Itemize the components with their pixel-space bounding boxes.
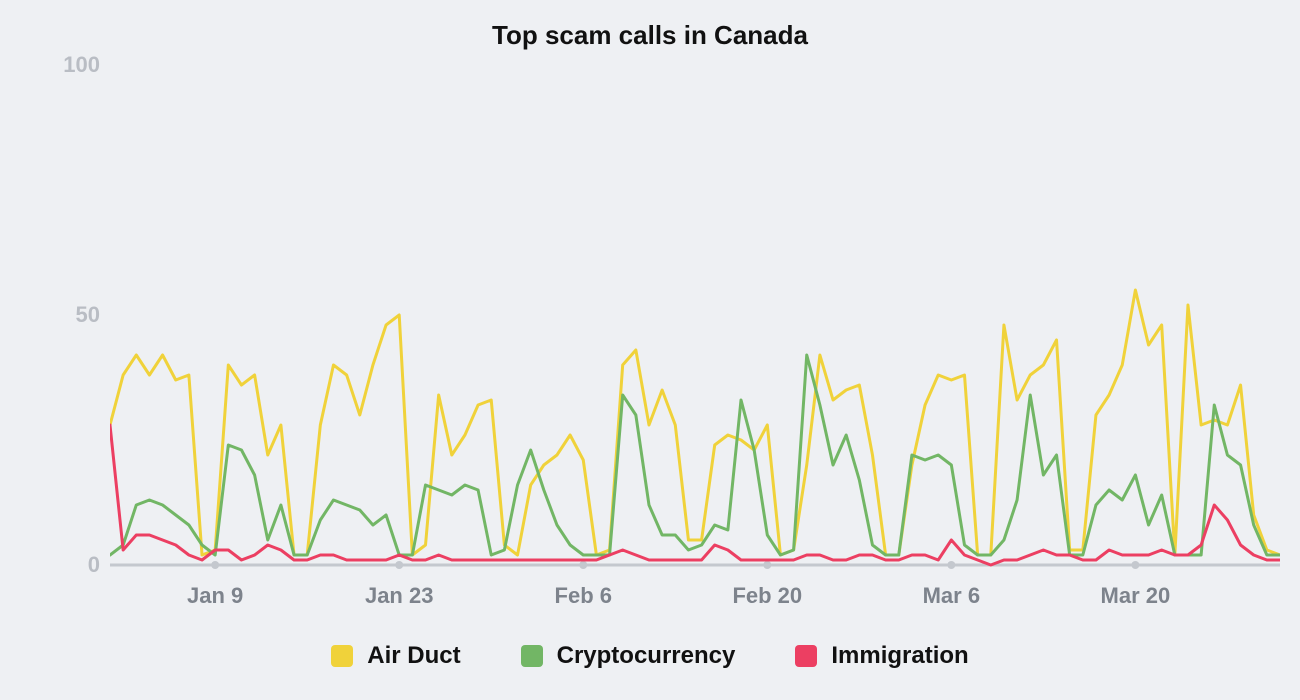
x-axis-label: Mar 20 [1101, 583, 1171, 609]
series-line [110, 355, 1280, 555]
legend: Air Duct Cryptocurrency Immigration [0, 642, 1300, 670]
legend-swatch [331, 645, 353, 667]
legend-item: Cryptocurrency [521, 642, 736, 670]
scam-calls-chart: Top scam calls in Canada Air Duct Cryptoc… [0, 0, 1300, 700]
chart-title: Top scam calls in Canada [0, 20, 1300, 51]
legend-swatch [521, 645, 543, 667]
legend-item: Air Duct [331, 642, 460, 670]
legend-label: Cryptocurrency [557, 642, 736, 670]
x-axis-label: Mar 6 [923, 583, 980, 609]
legend-swatch [795, 645, 817, 667]
series-line [110, 290, 1280, 555]
y-axis-label: 0 [40, 552, 100, 578]
legend-label: Immigration [831, 642, 968, 670]
x-axis-label: Feb 6 [555, 583, 612, 609]
plot-area [110, 65, 1280, 575]
y-axis-label: 50 [40, 302, 100, 328]
x-axis-label: Jan 23 [365, 583, 434, 609]
y-axis-label: 100 [40, 52, 100, 78]
legend-item: Immigration [795, 642, 968, 670]
x-axis-label: Feb 20 [732, 583, 802, 609]
legend-label: Air Duct [367, 642, 460, 670]
x-axis-label: Jan 9 [187, 583, 243, 609]
